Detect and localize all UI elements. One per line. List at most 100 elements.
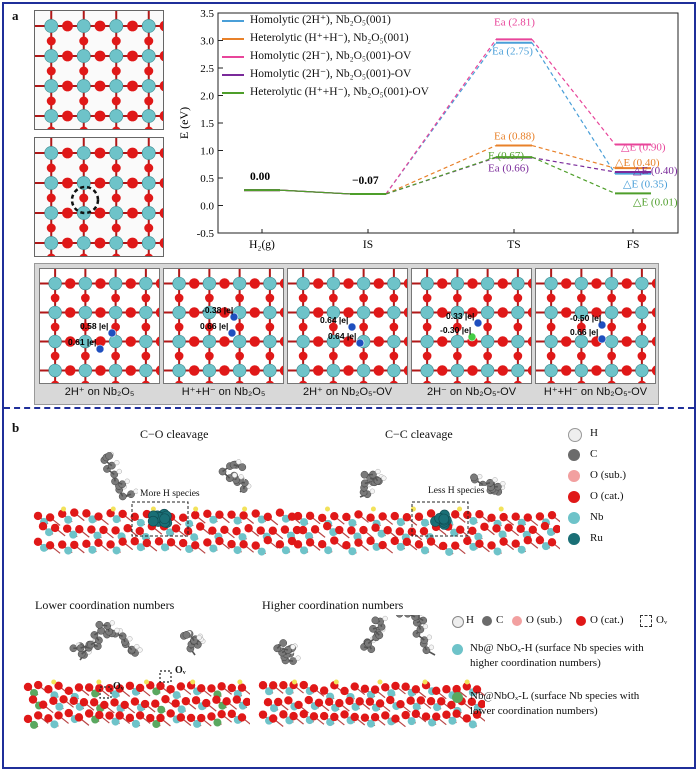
lower-coordination-title: Lower coordination numbers [35, 598, 175, 612]
o-atom [94, 50, 106, 62]
nb-atom [544, 363, 558, 378]
x-tick-label: H₂(g) [249, 239, 275, 251]
o-atom [155, 336, 159, 347]
nb-atom [108, 305, 123, 320]
nb-atom [111, 690, 120, 699]
nb-atom [139, 334, 153, 349]
transition-line [385, 39, 497, 195]
o-atom [144, 36, 154, 46]
highlight-box [411, 501, 469, 537]
nb-atom [541, 542, 550, 551]
nb-atom [296, 363, 310, 378]
key-dot [452, 644, 463, 655]
o-atom [273, 697, 283, 707]
h-atom [196, 634, 202, 641]
o-atom [463, 536, 472, 546]
nb-atom [450, 334, 465, 349]
legend-label: Homolytic (2H⁻), Nb₂O₅(001)-OV [250, 68, 412, 80]
o-atom [279, 278, 283, 289]
co-cleavage-title: C−O cleavage [140, 427, 209, 441]
h-atom [377, 679, 383, 685]
more-h-label: More H species [138, 489, 202, 499]
transition-line [385, 145, 497, 195]
structure-nb2o5-topview [34, 10, 164, 130]
o-atom [511, 512, 520, 521]
o-atom [70, 508, 79, 517]
o-atom [268, 526, 278, 535]
o-atom [141, 293, 151, 303]
o-atom [451, 541, 460, 550]
o-atom [293, 540, 303, 549]
nb-atom [517, 545, 526, 554]
o-atom [437, 697, 446, 706]
o-atom [527, 336, 531, 347]
o-atom [263, 536, 273, 545]
nb-atom [44, 206, 59, 220]
o-atom [389, 322, 399, 332]
charge-label: 0.61 |e| [68, 337, 96, 347]
lattice-graphic: -0.50 |e| 0.66 |e| [536, 269, 655, 383]
o-atom [390, 511, 399, 521]
o-atom [159, 80, 163, 92]
o-atom [89, 698, 99, 707]
o-atom [375, 699, 385, 708]
o-atom [45, 541, 55, 550]
o-atom [305, 511, 315, 521]
nb-atom [635, 334, 649, 349]
o-atom [373, 278, 384, 289]
o-atom [161, 694, 170, 704]
h-atom [229, 312, 239, 322]
o-atom [189, 307, 200, 318]
o-atom [403, 365, 407, 376]
o-atom [547, 380, 555, 383]
o-atom [105, 684, 114, 693]
o-atom [130, 512, 139, 522]
o-atom [166, 538, 176, 547]
y-tick-label: 0.5 [200, 173, 214, 185]
o-atom [219, 336, 230, 347]
o-atom [115, 711, 124, 720]
o-atom [111, 66, 121, 76]
nb-atom [420, 518, 429, 527]
o-atom [546, 351, 556, 361]
o-atom [637, 351, 647, 361]
o-atom [54, 681, 63, 691]
o-atom [28, 695, 38, 704]
o-atom [359, 380, 368, 383]
o-atom [46, 36, 56, 46]
c-atom [95, 620, 104, 629]
o-atom [171, 524, 181, 533]
o-atom [62, 237, 73, 249]
o-atom [141, 351, 151, 361]
charge-label: 0.66 |e| [200, 321, 228, 331]
nb-atom [109, 19, 124, 33]
nb-atom [377, 529, 386, 538]
nb-atom [44, 49, 59, 63]
o-atom [437, 278, 448, 289]
o-atom [313, 278, 324, 289]
nb-atom [48, 363, 62, 378]
o-atom [621, 365, 632, 376]
y-tick-label: 1.5 [200, 118, 214, 130]
nb-atom [177, 705, 186, 714]
o-atom [46, 223, 56, 233]
o-atom [142, 538, 152, 548]
o-atom [607, 351, 616, 361]
nb-atom [387, 689, 396, 698]
o-atom [127, 110, 138, 122]
o-atom [591, 307, 602, 318]
o-atom [191, 541, 200, 550]
key-dot [512, 616, 522, 626]
o-atom [386, 695, 395, 705]
nb-atom [296, 334, 310, 349]
o-atom [279, 680, 288, 690]
o-atom [50, 322, 60, 332]
nb-atom [109, 236, 124, 250]
nb-atom [76, 236, 91, 250]
h-atom [190, 679, 196, 685]
o-atom [266, 380, 274, 383]
nb-atom [450, 305, 465, 320]
o-atom [607, 322, 616, 332]
o-atom [411, 685, 421, 694]
transition-line [531, 144, 616, 169]
